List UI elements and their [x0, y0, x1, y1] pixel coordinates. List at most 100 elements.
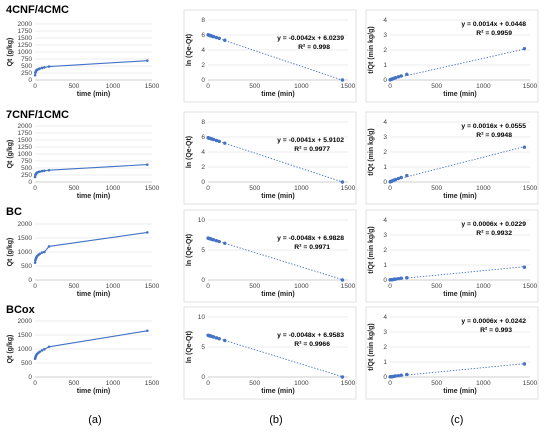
y-tick-label: 4 [201, 47, 205, 54]
chart-panel-1c: 0 1 2 3 4 0 500 1000 1500 time (min) t/Qt (min kg/… [365, 111, 539, 205]
x-tick-label: 1500 [523, 185, 538, 192]
x-tick-label: 500 [249, 185, 260, 192]
r-squared: R² = 0.993 [480, 327, 512, 334]
data-point [47, 65, 51, 68]
x-tick-label: 1500 [341, 185, 356, 192]
y-axis-title: t/Qt (min kg/g) [368, 26, 375, 73]
x-tick-label: 500 [249, 380, 260, 387]
x-axis-title: time (min) [443, 193, 476, 200]
y-tick-label: 1 [383, 62, 387, 69]
data-point [393, 374, 398, 378]
trendline [207, 34, 343, 81]
data-point [399, 175, 403, 180]
row-title-bcox: BCox [6, 304, 36, 316]
data-point [522, 265, 527, 269]
data-point [47, 168, 51, 172]
trend-equation: y = -0.0048x + 6.9828 [277, 235, 344, 242]
r-squared: R² = 0.9959 [476, 30, 512, 37]
y-tick-label: 3 [383, 32, 387, 39]
x-tick-label: 1500 [523, 380, 538, 387]
x-axis-title: time (min) [443, 388, 476, 395]
data-point [399, 373, 403, 377]
data-point [340, 78, 345, 82]
y-axis-title: t/Qt (min kg/g) [368, 128, 375, 175]
x-tick-label: 500 [249, 83, 260, 90]
x-axis-title: time (min) [77, 388, 110, 395]
data-point [33, 261, 37, 264]
x-tick-label: 0 [206, 380, 210, 387]
data-point [396, 176, 401, 181]
y-tick-label: 1250 [18, 42, 33, 49]
panel-frame [183, 9, 357, 103]
data-point [43, 66, 46, 69]
y-tick-label: 0 [201, 277, 205, 284]
x-tick-label: 1500 [145, 83, 160, 90]
y-tick-label: 1 [383, 262, 387, 269]
x-axis-title: time (min) [77, 193, 110, 200]
y-tick-label: 3 [383, 329, 387, 336]
chart-panel-0c: 0 1 2 3 4 0 500 1000 1500 time (min) t/Qt (min kg/… [365, 9, 539, 103]
y-axis-title: t/Qt (min kg/g) [368, 226, 375, 273]
x-tick-label: 1500 [341, 380, 356, 387]
x-tick-label: 0 [388, 380, 392, 387]
y-tick-label: 500 [21, 360, 32, 367]
y-tick-label: 6 [201, 134, 205, 141]
y-tick-label: 6 [201, 32, 205, 39]
chart-panel-0b: 0 2 4 6 8 0 500 1000 1500 time (min) ln (Qe-Qt) y =… [183, 9, 357, 103]
trendline [207, 237, 343, 281]
y-tick-label: 500 [21, 263, 32, 270]
trend-equation: y = 0.0014x + 0.0448 [461, 21, 526, 28]
y-axis-title: Qt (g/kg) [7, 238, 14, 267]
x-tick-label: 1000 [476, 380, 491, 387]
y-tick-label: 1500 [18, 35, 33, 42]
row-title-bc: BC [6, 206, 22, 218]
x-tick-label: 0 [33, 380, 37, 387]
y-tick-label: 1500 [18, 332, 33, 339]
x-tick-label: 0 [33, 83, 37, 90]
y-tick-label: 5 [201, 344, 205, 351]
data-point [40, 251, 44, 254]
y-tick-label: 3 [383, 232, 387, 239]
x-tick-label: 0 [388, 185, 392, 192]
data-point [217, 239, 221, 244]
y-tick-label: 1500 [18, 137, 33, 144]
x-axis-title: time (min) [77, 91, 110, 98]
y-tick-label: 1 [383, 164, 387, 171]
chart-panel-3c: 0 1 2 3 4 0 500 1000 1500 time (min) t/Qt (min kg/… [365, 306, 539, 400]
data-point [33, 175, 37, 179]
x-tick-label: 1500 [145, 380, 160, 387]
y-axis-title: Qt (g/kg) [7, 140, 14, 169]
x-axis-title: time (min) [443, 91, 476, 98]
data-point [146, 329, 149, 333]
data-point [340, 180, 345, 184]
row-title-4cnf-4cmc: 4CNF/4CMC [6, 4, 69, 16]
data-point [393, 277, 398, 281]
x-tick-label: 1500 [341, 83, 356, 90]
y-tick-label: 2 [201, 164, 205, 171]
y-tick-label: 4 [383, 314, 387, 321]
y-tick-label: 1250 [18, 144, 33, 151]
x-tick-label: 1000 [106, 283, 121, 290]
data-point [405, 372, 409, 377]
y-tick-label: 2 [383, 247, 387, 254]
data-point [223, 241, 227, 245]
data-point [522, 145, 527, 149]
r-squared: R² = 0.9977 [294, 146, 330, 153]
data-point [340, 375, 345, 379]
y-axis-title: t/Qt (min kg/g) [368, 323, 375, 370]
y-tick-label: 2000 [18, 21, 33, 28]
y-tick-label: 1000 [18, 151, 33, 158]
data-point [43, 250, 46, 254]
data-point [340, 278, 345, 282]
y-axis-title: Qt (g/kg) [7, 38, 14, 67]
data-point [211, 35, 216, 39]
data-point [214, 35, 219, 40]
x-tick-label: 0 [206, 83, 210, 90]
r-squared: R² = 0.9948 [476, 132, 512, 139]
data-point [38, 170, 41, 173]
chart-panel-3a: 0 500 1000 1500 2000 0 500 1000 1500 time (min) Qt… [7, 318, 160, 395]
data-point [211, 137, 216, 142]
data-point [217, 36, 221, 41]
x-tick-label: 0 [33, 185, 37, 192]
